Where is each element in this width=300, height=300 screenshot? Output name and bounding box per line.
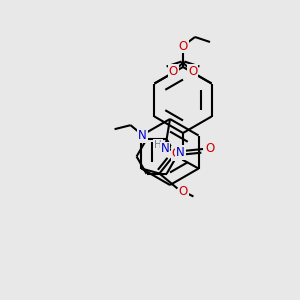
Text: N: N [160,142,169,155]
Text: H: H [154,140,162,150]
Text: O: O [188,65,197,78]
Text: O: O [178,40,188,52]
Text: O: O [179,185,188,198]
Text: O: O [172,147,181,160]
Text: O: O [206,142,214,155]
Text: N: N [138,129,147,142]
Text: N: N [176,146,185,159]
Text: O: O [169,65,178,78]
